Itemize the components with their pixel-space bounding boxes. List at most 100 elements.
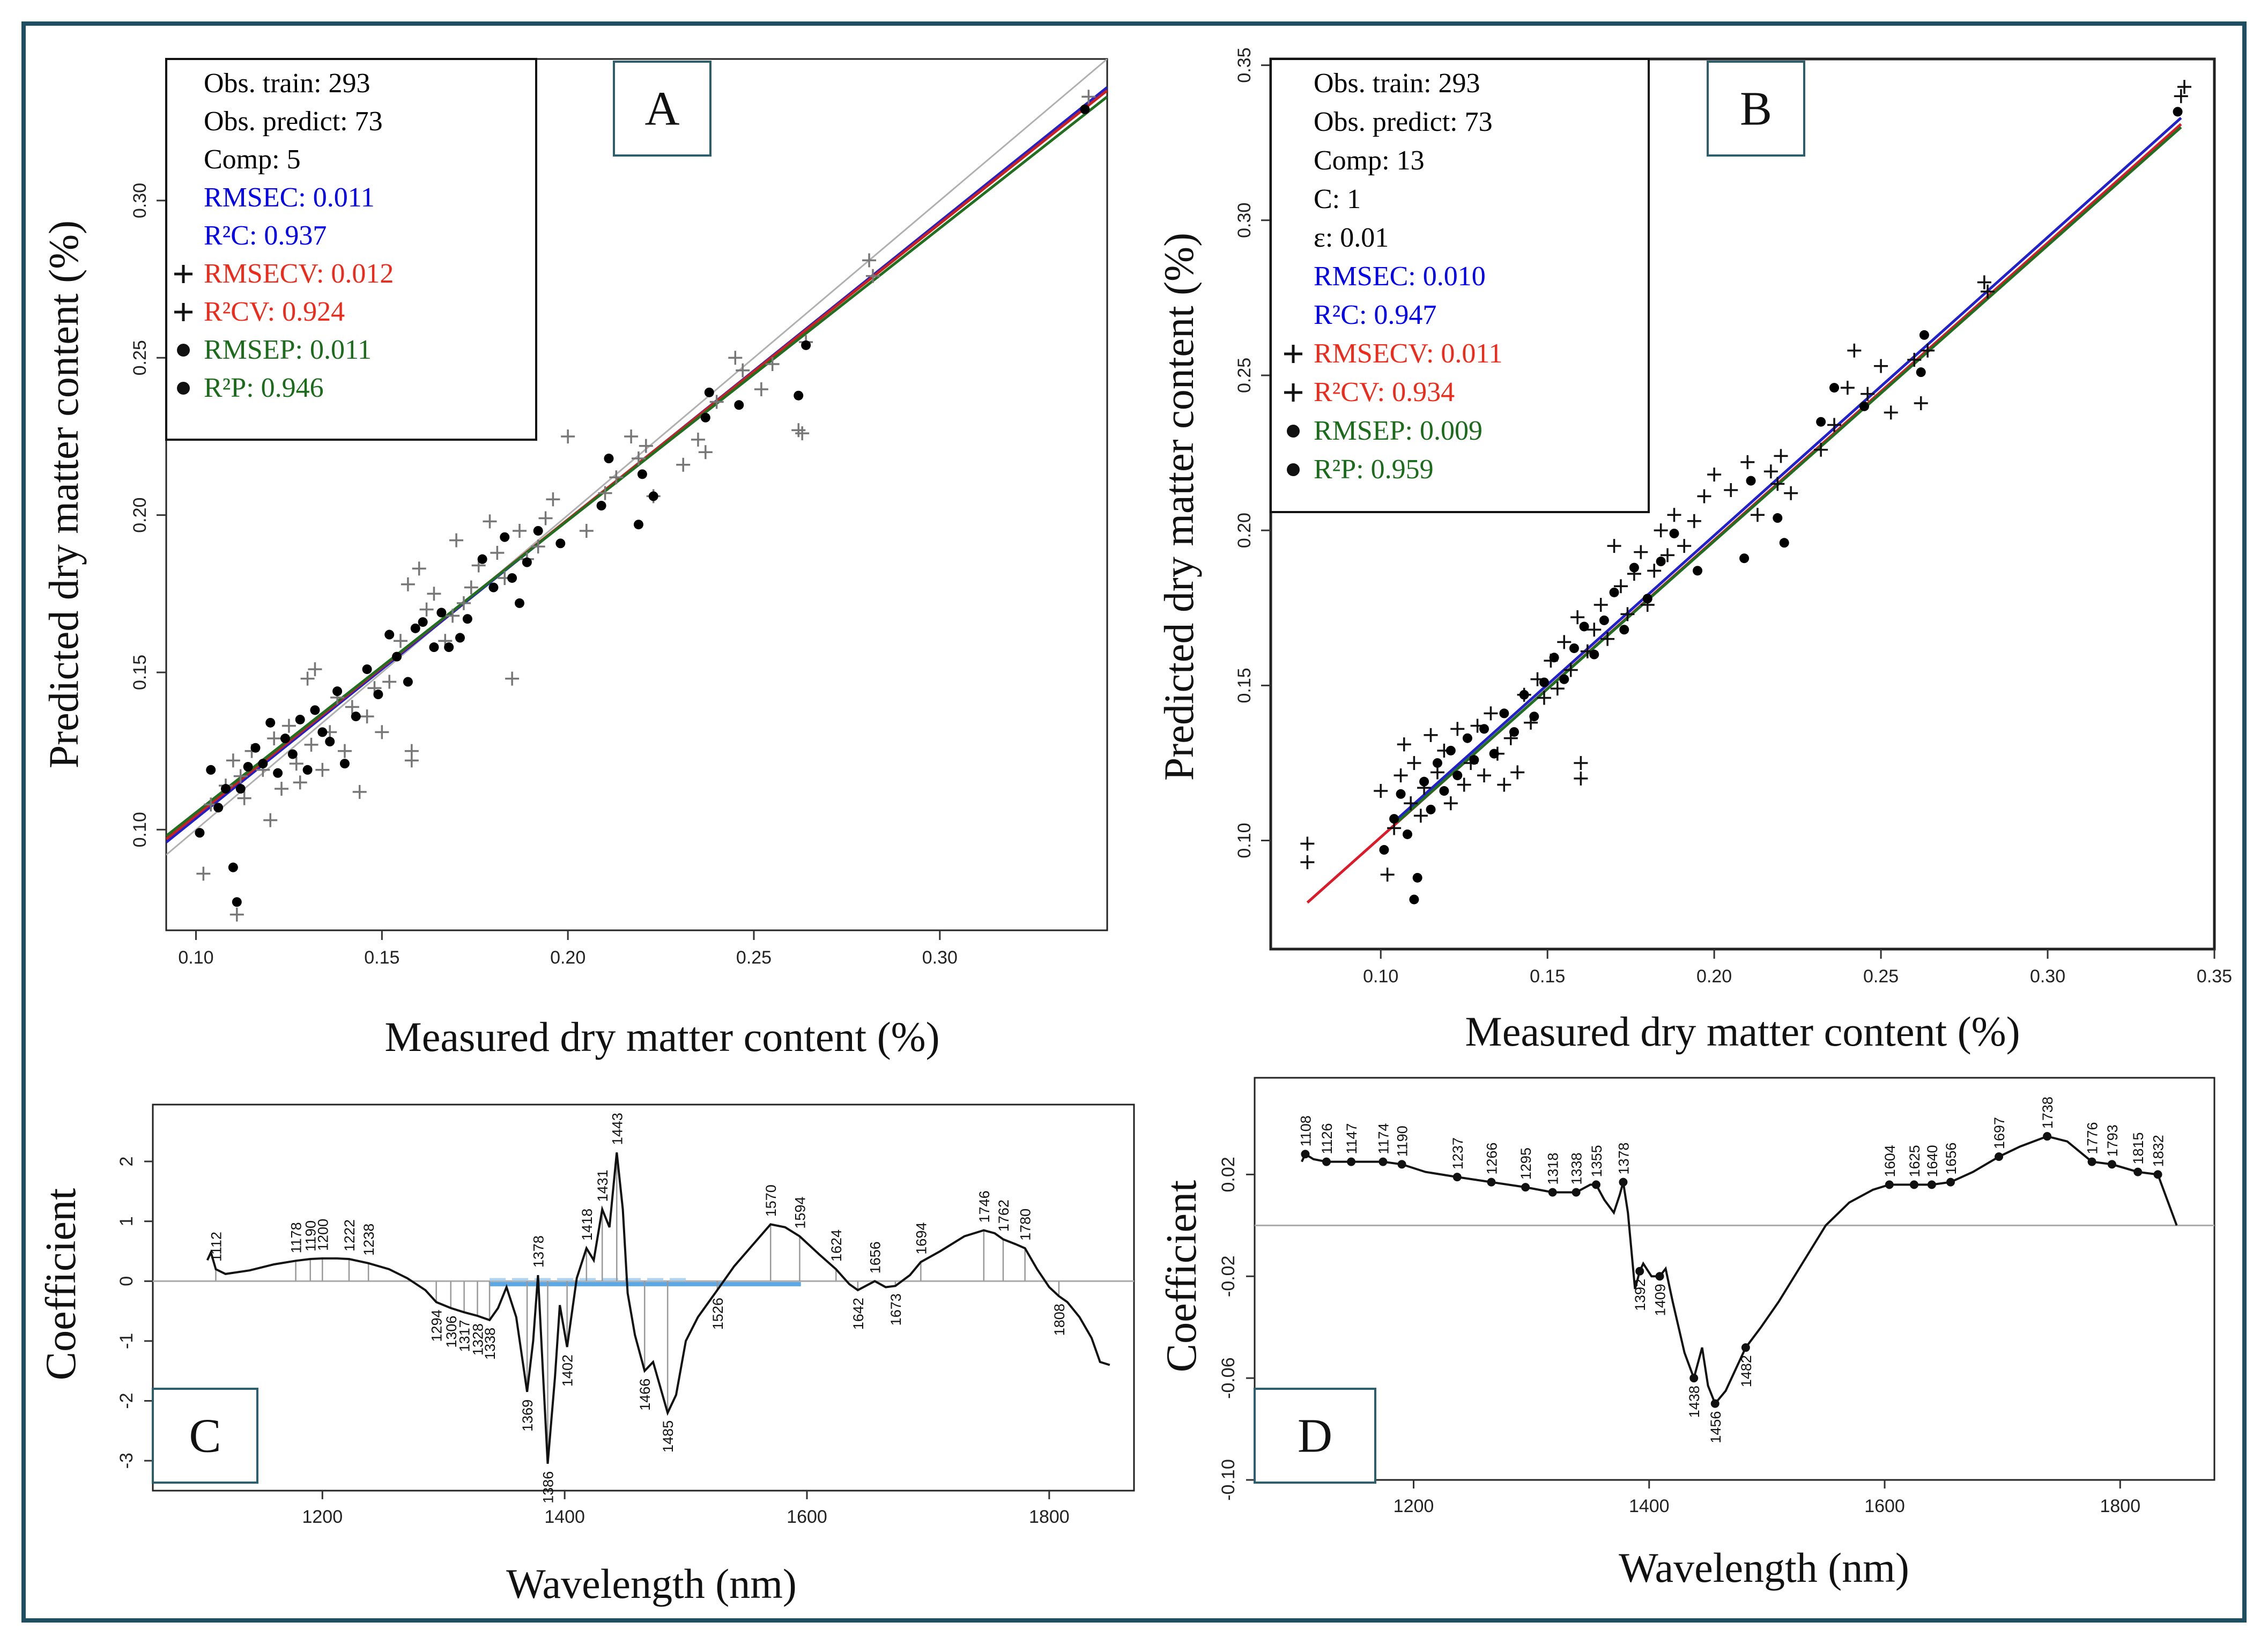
data-point-plus bbox=[1380, 868, 1395, 882]
data-point-dot bbox=[1432, 758, 1442, 768]
data-point-plus bbox=[352, 784, 367, 799]
marker-label: 1295 bbox=[1518, 1147, 1534, 1180]
data-point-plus bbox=[1607, 539, 1621, 553]
data-point-plus bbox=[728, 351, 743, 365]
marker-label: 1673 bbox=[888, 1293, 904, 1325]
data-point-plus bbox=[1477, 768, 1492, 783]
y-axis-label: Coefficient bbox=[1158, 1180, 1205, 1372]
data-point-plus bbox=[1763, 464, 1778, 479]
data-point-plus bbox=[709, 395, 724, 409]
data-point-plus bbox=[1774, 449, 1788, 463]
marker-label: 1604 bbox=[1882, 1145, 1898, 1177]
data-point-plus bbox=[1374, 784, 1388, 798]
data-point-dot bbox=[1489, 749, 1499, 759]
data-point-plus bbox=[1557, 635, 1572, 649]
data-point-dot bbox=[704, 387, 714, 397]
legend-entry: RMSEC: 0.010 bbox=[1314, 261, 1486, 292]
plot-area bbox=[1254, 1077, 2215, 1481]
x-axis-label: Wavelength (nm) bbox=[1619, 1544, 1909, 1591]
data-point-plus bbox=[579, 523, 594, 538]
data-point-plus bbox=[281, 719, 296, 733]
data-point-dot bbox=[1859, 401, 1869, 411]
x-tick-label: 1200 bbox=[302, 1507, 343, 1527]
marker-label: 1642 bbox=[850, 1298, 866, 1330]
y-tick-label: 0.30 bbox=[130, 183, 150, 218]
data-point-plus bbox=[1661, 548, 1675, 562]
data-point-plus bbox=[1497, 777, 1511, 792]
legend-entry: C: 1 bbox=[1314, 184, 1361, 214]
marker-label: 1190 bbox=[1395, 1125, 1411, 1157]
data-point-dot bbox=[1419, 776, 1429, 787]
fit-line-1-1 bbox=[166, 59, 1107, 856]
data-point-dot bbox=[1080, 104, 1090, 114]
data-point-dot bbox=[1569, 643, 1579, 653]
data-point-plus bbox=[1443, 796, 1458, 811]
data-point-dot bbox=[507, 573, 517, 583]
data-point-plus bbox=[1784, 486, 1798, 500]
x-tick-label: 0.20 bbox=[1696, 966, 1732, 987]
data-point-plus bbox=[765, 357, 780, 372]
data-point-dot bbox=[522, 557, 532, 567]
legend-entry: R²C: 0.937 bbox=[204, 220, 327, 251]
data-point-dot bbox=[232, 897, 242, 907]
data-point-plus bbox=[2177, 80, 2192, 94]
data-point-plus bbox=[401, 577, 415, 591]
data-point-plus bbox=[1814, 442, 1828, 457]
data-point-dot bbox=[1549, 653, 1559, 663]
x-tick-label: 1600 bbox=[1864, 1496, 1905, 1516]
y-tick-label: 0.20 bbox=[1234, 513, 1255, 548]
marker-label: 1126 bbox=[1319, 1123, 1335, 1154]
data-point-dot bbox=[1579, 621, 1589, 632]
legend-marker-plus bbox=[1284, 383, 1302, 402]
y-tick-label: -0.06 bbox=[1218, 1357, 1239, 1399]
data-point-plus bbox=[1707, 468, 1722, 482]
data-point-plus bbox=[1620, 607, 1635, 621]
y-tick-label: 0.10 bbox=[130, 812, 150, 847]
data-point-dot bbox=[228, 862, 238, 872]
data-point-plus bbox=[1484, 706, 1498, 721]
data-point-plus bbox=[1300, 855, 1315, 870]
data-point-plus bbox=[337, 744, 352, 758]
data-point-dot bbox=[392, 651, 402, 662]
data-point-plus bbox=[1397, 737, 1411, 752]
legend-marker-dot bbox=[1287, 425, 1300, 438]
y-tick-label: 0.15 bbox=[130, 655, 150, 690]
marker-label: 1526 bbox=[710, 1298, 726, 1330]
data-point-plus bbox=[229, 907, 244, 922]
data-point-plus bbox=[1600, 632, 1615, 646]
marker-label: 1485 bbox=[660, 1420, 676, 1453]
data-point-dot bbox=[1529, 712, 1539, 722]
data-point-plus bbox=[1914, 396, 1928, 411]
data-point-plus bbox=[345, 700, 359, 714]
data-point-plus bbox=[360, 709, 374, 724]
data-point-dot bbox=[362, 664, 372, 675]
data-point-dot bbox=[604, 454, 614, 464]
x-tick-label: 0.25 bbox=[1863, 966, 1899, 987]
legend-entry: RMSECV: 0.011 bbox=[1314, 338, 1503, 369]
legend-marker-dot bbox=[177, 344, 190, 357]
marker-label: 1402 bbox=[560, 1354, 576, 1387]
plot-area bbox=[152, 1104, 1135, 1492]
data-point-dot bbox=[637, 469, 647, 479]
x-tick-label: 0.15 bbox=[364, 947, 399, 968]
data-point-dot bbox=[429, 642, 439, 653]
data-point-plus bbox=[1840, 381, 1855, 395]
data-point-plus bbox=[1550, 682, 1565, 696]
data-point-dot bbox=[1559, 674, 1569, 684]
data-point-dot bbox=[317, 727, 328, 737]
x-tick-label: 0.30 bbox=[2030, 966, 2065, 987]
legend-entry: Comp: 13 bbox=[1314, 145, 1425, 176]
data-point-plus bbox=[490, 546, 505, 560]
plot-body bbox=[166, 59, 1107, 922]
marker-label: 1306 bbox=[443, 1316, 459, 1348]
panel-label: B bbox=[1740, 83, 1772, 136]
x-tick-label: 0.20 bbox=[550, 947, 585, 968]
data-point-plus bbox=[1394, 768, 1408, 783]
marker-label: 1762 bbox=[996, 1199, 1012, 1232]
data-point-plus bbox=[1907, 353, 1922, 367]
data-point-dot bbox=[1919, 330, 1929, 340]
data-point-plus bbox=[2174, 89, 2188, 103]
marker-label: 1386 bbox=[540, 1471, 557, 1504]
marker-label: 1780 bbox=[1018, 1209, 1034, 1241]
